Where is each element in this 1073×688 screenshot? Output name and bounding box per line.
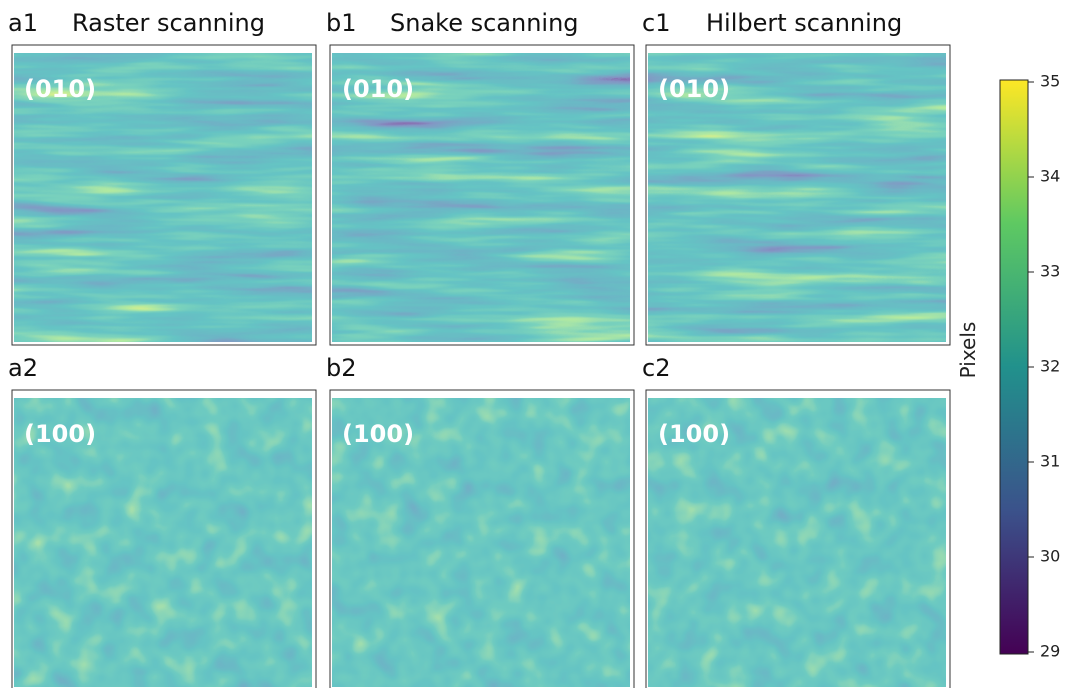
colorbar-tick-label: 35: [1040, 72, 1060, 91]
colorbar-tick-label: 31: [1040, 452, 1060, 471]
panel-id: a2: [8, 354, 38, 382]
plane-label: (010): [24, 75, 96, 103]
figure: a1 Raster scanning (010) b1 Snake scanning (0…: [0, 0, 1073, 688]
plane-label: (010): [342, 75, 414, 103]
colorbar-tick-label: 34: [1040, 167, 1060, 186]
plane-label: (100): [658, 420, 730, 448]
panel-id: c2: [642, 354, 670, 382]
panel-title: Raster scanning: [72, 9, 265, 37]
panel-id: b1: [326, 9, 357, 37]
panel-id: a1: [8, 9, 38, 37]
panels: a1 Raster scanning (010) b1 Snake scanning (0…: [8, 9, 950, 688]
colorbar-tick-label: 30: [1040, 547, 1060, 566]
colorbar-tick-label: 29: [1040, 642, 1060, 661]
panel-title: Hilbert scanning: [706, 9, 902, 37]
colorbar: [1000, 80, 1028, 654]
colorbar-tick-label: 32: [1040, 357, 1060, 376]
plane-label: (100): [24, 420, 96, 448]
plane-label: (100): [342, 420, 414, 448]
plane-label: (010): [658, 75, 730, 103]
colorbar-tick-label: 33: [1040, 262, 1060, 281]
panel-id: c1: [642, 9, 670, 37]
panel-id: b2: [326, 354, 357, 382]
colorbar-label: Pixels: [956, 322, 980, 379]
panel-title: Snake scanning: [390, 9, 579, 37]
